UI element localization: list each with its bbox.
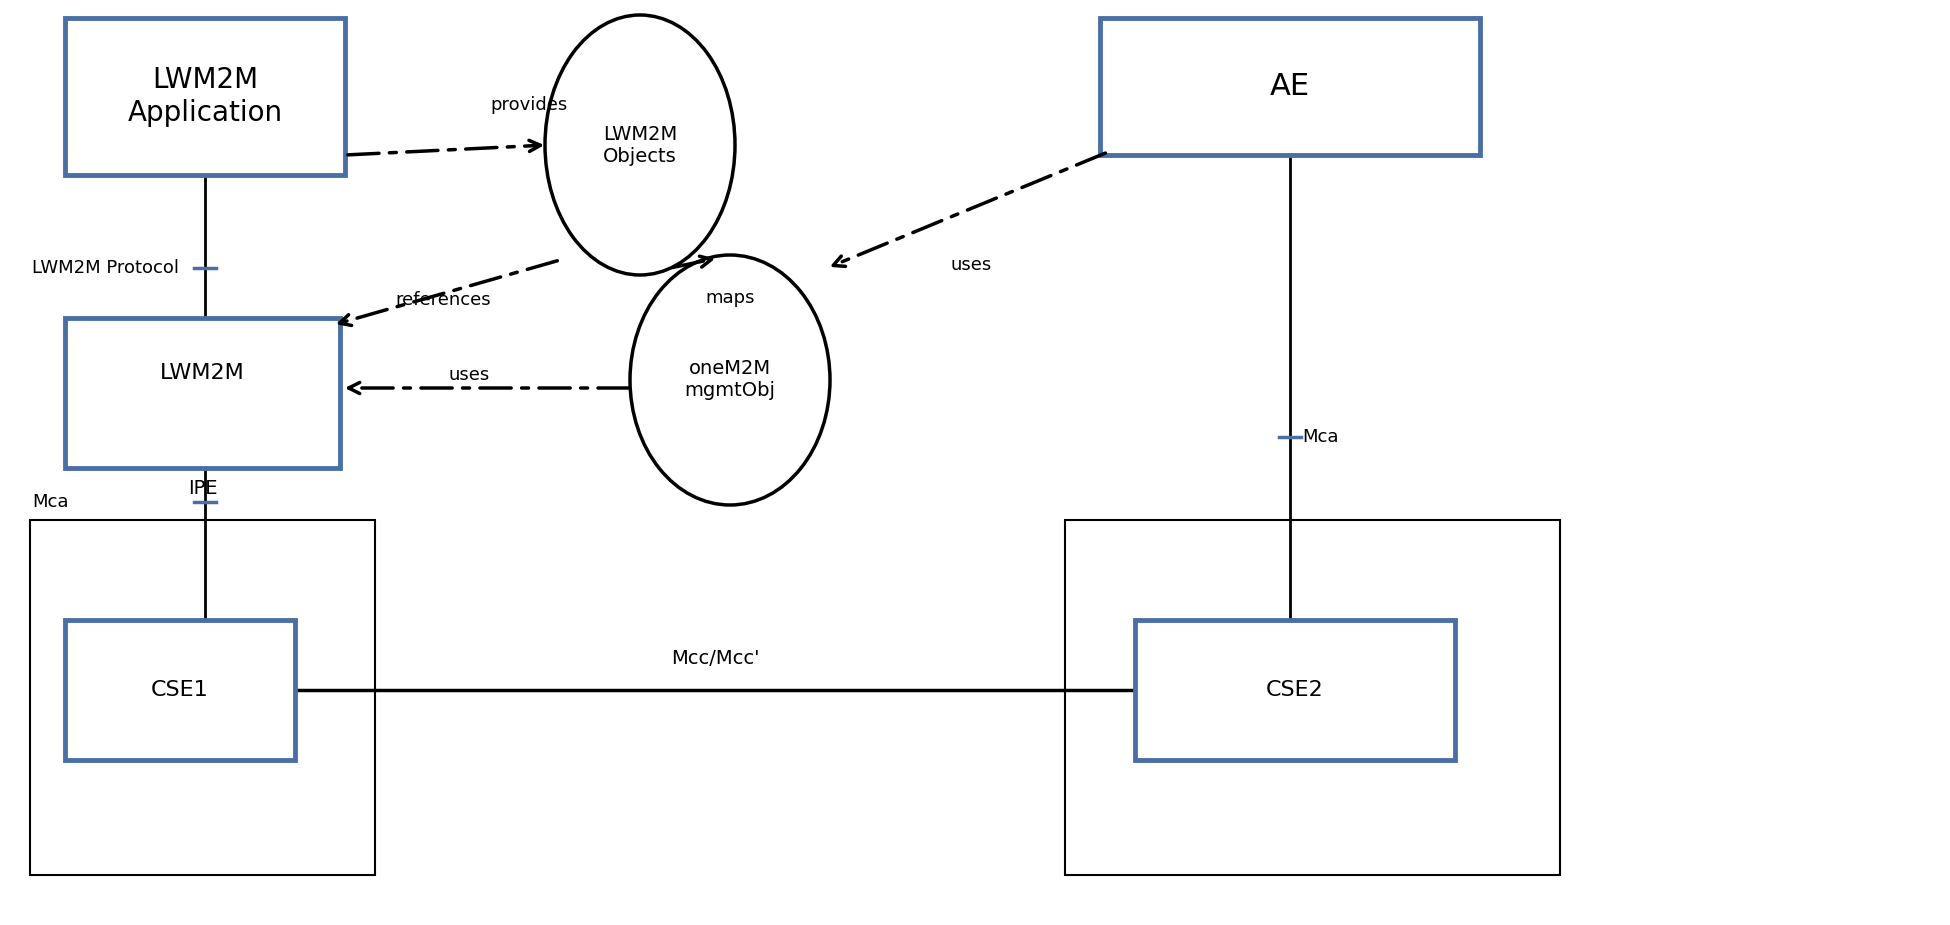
Ellipse shape: [630, 255, 831, 505]
FancyBboxPatch shape: [1135, 620, 1455, 760]
Text: provides: provides: [489, 96, 567, 114]
FancyBboxPatch shape: [64, 620, 294, 760]
Text: references: references: [396, 291, 491, 309]
FancyBboxPatch shape: [1100, 18, 1480, 155]
Ellipse shape: [544, 15, 735, 275]
Text: uses: uses: [448, 366, 489, 384]
Text: Mcc/Mcc': Mcc/Mcc': [671, 648, 759, 668]
Text: CSE2: CSE2: [1266, 680, 1324, 700]
Text: uses: uses: [950, 256, 991, 274]
Text: Mca: Mca: [1303, 428, 1338, 446]
FancyBboxPatch shape: [29, 520, 374, 875]
Text: Mca: Mca: [31, 493, 68, 511]
FancyBboxPatch shape: [64, 18, 345, 175]
FancyBboxPatch shape: [64, 318, 339, 468]
Text: LWM2M Protocol: LWM2M Protocol: [31, 259, 179, 277]
Text: AE: AE: [1269, 72, 1310, 101]
Text: maps: maps: [706, 289, 755, 307]
Text: IPE: IPE: [187, 478, 216, 498]
Text: LWM2M
Objects: LWM2M Objects: [603, 125, 677, 166]
Text: oneM2M
mgmtObj: oneM2M mgmtObj: [684, 360, 776, 401]
Text: CSE1: CSE1: [152, 680, 209, 700]
Text: LWM2M
Application: LWM2M Application: [127, 67, 283, 127]
Text: LWM2M: LWM2M: [160, 363, 246, 383]
FancyBboxPatch shape: [1065, 520, 1560, 875]
